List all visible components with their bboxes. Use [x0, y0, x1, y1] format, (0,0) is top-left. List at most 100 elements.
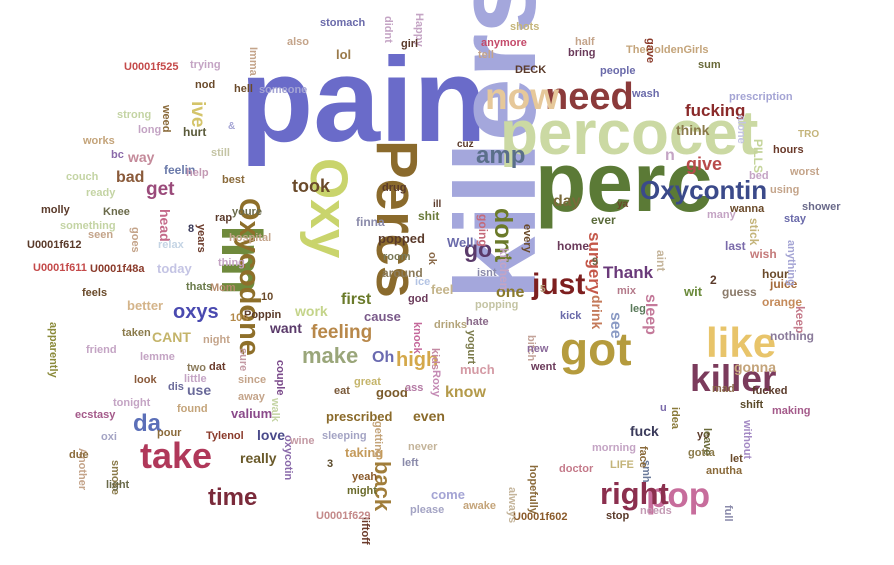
word: apparently [47, 322, 59, 378]
word: goes [129, 227, 141, 253]
word: juice [770, 277, 798, 291]
word: cause [364, 309, 401, 324]
word: love [257, 427, 286, 443]
word: today [157, 261, 192, 276]
word: even [413, 408, 445, 424]
word: god [408, 293, 429, 305]
word: wash [632, 88, 660, 100]
word: wanna [730, 203, 765, 215]
word: also [287, 36, 310, 48]
word: might [347, 485, 377, 497]
word: help [186, 167, 209, 179]
word: come [431, 487, 465, 502]
word: hospital [229, 232, 272, 244]
word: lemme [140, 351, 175, 363]
word: Roxy [430, 370, 442, 397]
word: eat [334, 385, 350, 397]
word: 10s [230, 312, 249, 324]
word: like [706, 319, 777, 366]
word: 2 [710, 273, 717, 287]
word: U0001f629 [316, 510, 371, 522]
word: lol [336, 47, 352, 62]
word: Oxycodone [233, 198, 265, 356]
word: yeah [352, 471, 378, 483]
word: always [506, 487, 518, 524]
word: gave [644, 38, 656, 64]
word: leg [630, 303, 646, 315]
word: DECK [515, 64, 547, 76]
word: ever [591, 213, 616, 227]
word: around [382, 266, 423, 280]
word: da [133, 410, 162, 437]
word: fucked [752, 385, 788, 397]
word: without [741, 420, 753, 460]
word: bc [111, 149, 124, 161]
word: right [600, 476, 669, 511]
word: light [106, 479, 130, 491]
word: finna [356, 215, 385, 229]
word: popping [475, 299, 519, 311]
word: work [295, 303, 328, 319]
word: Tylenol [206, 430, 244, 442]
word: drinks [434, 319, 468, 331]
word: full [722, 505, 734, 522]
word: use [187, 382, 212, 398]
word: getting [372, 421, 384, 458]
word: wish [750, 247, 777, 261]
word: pour [157, 427, 182, 439]
word: walk [269, 398, 281, 422]
word: weed [160, 105, 172, 133]
word: go [464, 236, 493, 262]
word: going [476, 214, 490, 247]
word: took [292, 176, 330, 196]
word: anything [785, 240, 797, 286]
word: hour [762, 267, 789, 281]
word: taken [122, 327, 151, 339]
word: U0001f602 [513, 511, 568, 523]
word: TheGoldenGirls [626, 44, 709, 56]
word: still [211, 147, 230, 159]
word: stop [606, 510, 630, 522]
word: 5 [540, 284, 546, 295]
word: works [83, 135, 115, 147]
word: Thank [603, 263, 654, 282]
word: make [302, 343, 359, 368]
word: girl [401, 38, 419, 50]
word: bed [749, 170, 769, 182]
word: just [532, 268, 586, 301]
word: new [527, 343, 549, 355]
word: taking [345, 445, 384, 460]
word: best [222, 174, 245, 186]
word: cuz [457, 139, 474, 150]
word: mix [617, 285, 636, 297]
word: sleeping [322, 430, 367, 442]
word: one [496, 284, 525, 301]
word: ya [617, 199, 629, 210]
word: tell [478, 49, 494, 61]
word: Imma [247, 47, 259, 76]
word: relax [158, 239, 184, 251]
word: feeling [311, 322, 373, 343]
word: hurt [183, 125, 207, 139]
word: stay [784, 213, 807, 225]
word: face [637, 446, 649, 469]
word: popped [378, 231, 425, 246]
word: mad [712, 383, 735, 395]
word: Well [447, 235, 474, 250]
word: leave [701, 428, 713, 456]
word: bad [116, 169, 145, 186]
word: little [184, 373, 207, 385]
word: drug [382, 182, 407, 194]
word: u [660, 402, 667, 414]
word: give [686, 154, 723, 174]
word: U0001f611 [33, 262, 87, 274]
word: went [531, 361, 557, 373]
word: Oxy [299, 158, 358, 259]
word: shower [802, 201, 841, 213]
word: TRO [798, 129, 820, 140]
word: couch [66, 171, 99, 183]
word: youre [232, 206, 262, 218]
word: long [138, 124, 162, 136]
word: years [195, 224, 207, 253]
word: away [238, 391, 265, 403]
